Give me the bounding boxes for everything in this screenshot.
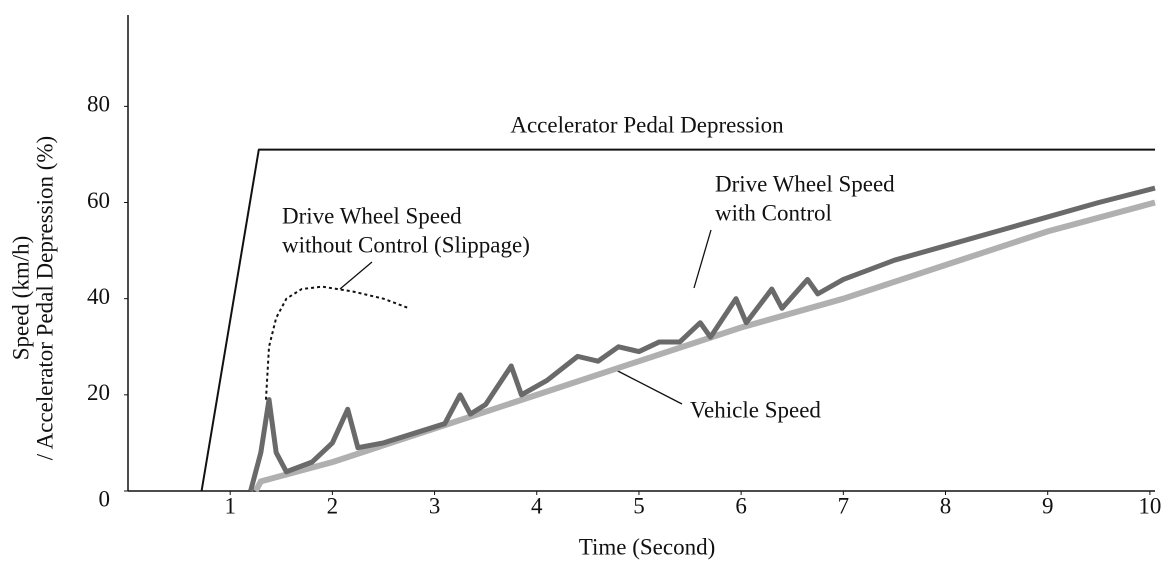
x-tick-label: 4 <box>531 493 543 518</box>
series-line <box>264 285 410 400</box>
x-tick-label: 3 <box>429 493 441 518</box>
x-tick-label: 7 <box>838 493 850 518</box>
y-tick-label: 0 <box>99 486 111 511</box>
y-axis-label: Speed (km/h) <box>8 236 33 361</box>
x-tick-label: 9 <box>1042 493 1054 518</box>
annotation: without Control (Slippage) <box>282 232 530 257</box>
y-tick-label: 60 <box>87 188 110 213</box>
annotation: Accelerator Pedal Depression <box>510 112 784 137</box>
leader-line <box>339 261 373 290</box>
annotation: Drive Wheel Speed <box>282 203 462 228</box>
y-axis-label: / Accelerator Pedal Depression (%) <box>32 136 57 460</box>
x-tick-label: 8 <box>940 493 952 518</box>
x-axis-label: Time (Second) <box>579 534 716 559</box>
y-tick-label: 40 <box>87 284 110 309</box>
annotation: with Control <box>715 200 832 225</box>
y-tick-label: 20 <box>87 380 110 405</box>
x-tick-label: 5 <box>633 493 645 518</box>
annotation: Vehicle Speed <box>690 397 821 422</box>
x-tick-label: 6 <box>735 493 747 518</box>
series-line <box>248 185 1156 492</box>
leader-line <box>693 229 712 289</box>
annotation: Drive Wheel Speed <box>715 171 895 196</box>
series-line <box>253 199 1156 493</box>
x-tick-label: 2 <box>327 493 339 518</box>
y-tick-label: 80 <box>87 92 110 117</box>
x-tick-label: 1 <box>224 493 236 518</box>
x-tick-label: 10 <box>1138 493 1161 518</box>
leader-line <box>611 367 683 405</box>
series-line <box>200 148 1155 492</box>
